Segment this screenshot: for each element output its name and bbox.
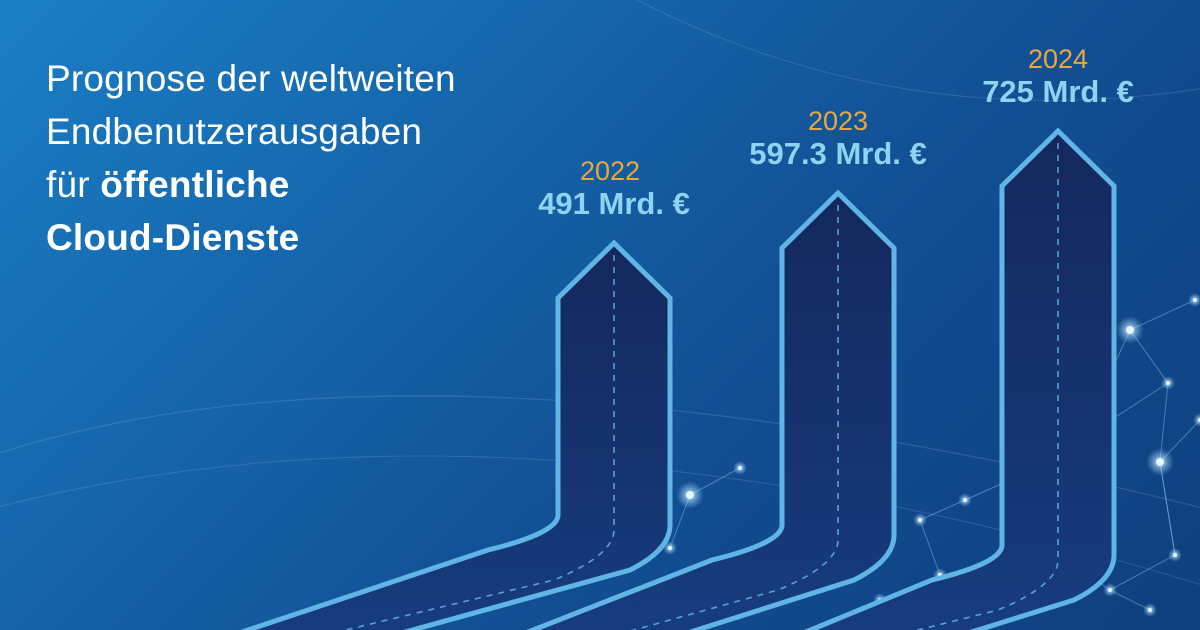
arrow-2023: [526, 189, 897, 630]
headline-line-3-prefix: für: [46, 164, 101, 205]
bar-2023-centerline: [631, 205, 839, 630]
network-nodes-decoration: [663, 293, 1200, 617]
headline-line-2: Endbenutzerausgaben: [46, 111, 423, 152]
value-label-2023: 597.3 Mrd. €: [749, 136, 927, 171]
year-label-2022: 2022: [579, 156, 641, 186]
bar-2024: [804, 127, 1117, 630]
year-label-2023: 2023: [807, 106, 869, 136]
arrow-2022: [240, 239, 673, 630]
headline-line-4-bold: Cloud-Dienste: [46, 217, 300, 258]
headline-line-1: Prognose der weltweiten: [46, 58, 456, 99]
bar-2022-centerline: [342, 255, 615, 630]
arrow-2024: [804, 127, 1117, 630]
arrows-layer: [240, 127, 1117, 630]
bar-2022: [240, 239, 673, 630]
bar-2023: [526, 189, 897, 630]
value-label-2024: 725 Mrd. €: [982, 74, 1134, 109]
headline: Prognose der weltweiten Endbenutzerausga…: [46, 52, 456, 264]
value-label-2022: 491 Mrd. €: [538, 186, 690, 221]
headline-line-3-bold: öffentliche: [100, 164, 290, 205]
bar-2024-centerline: [914, 143, 1059, 630]
year-label-2024: 2024: [1027, 44, 1089, 74]
